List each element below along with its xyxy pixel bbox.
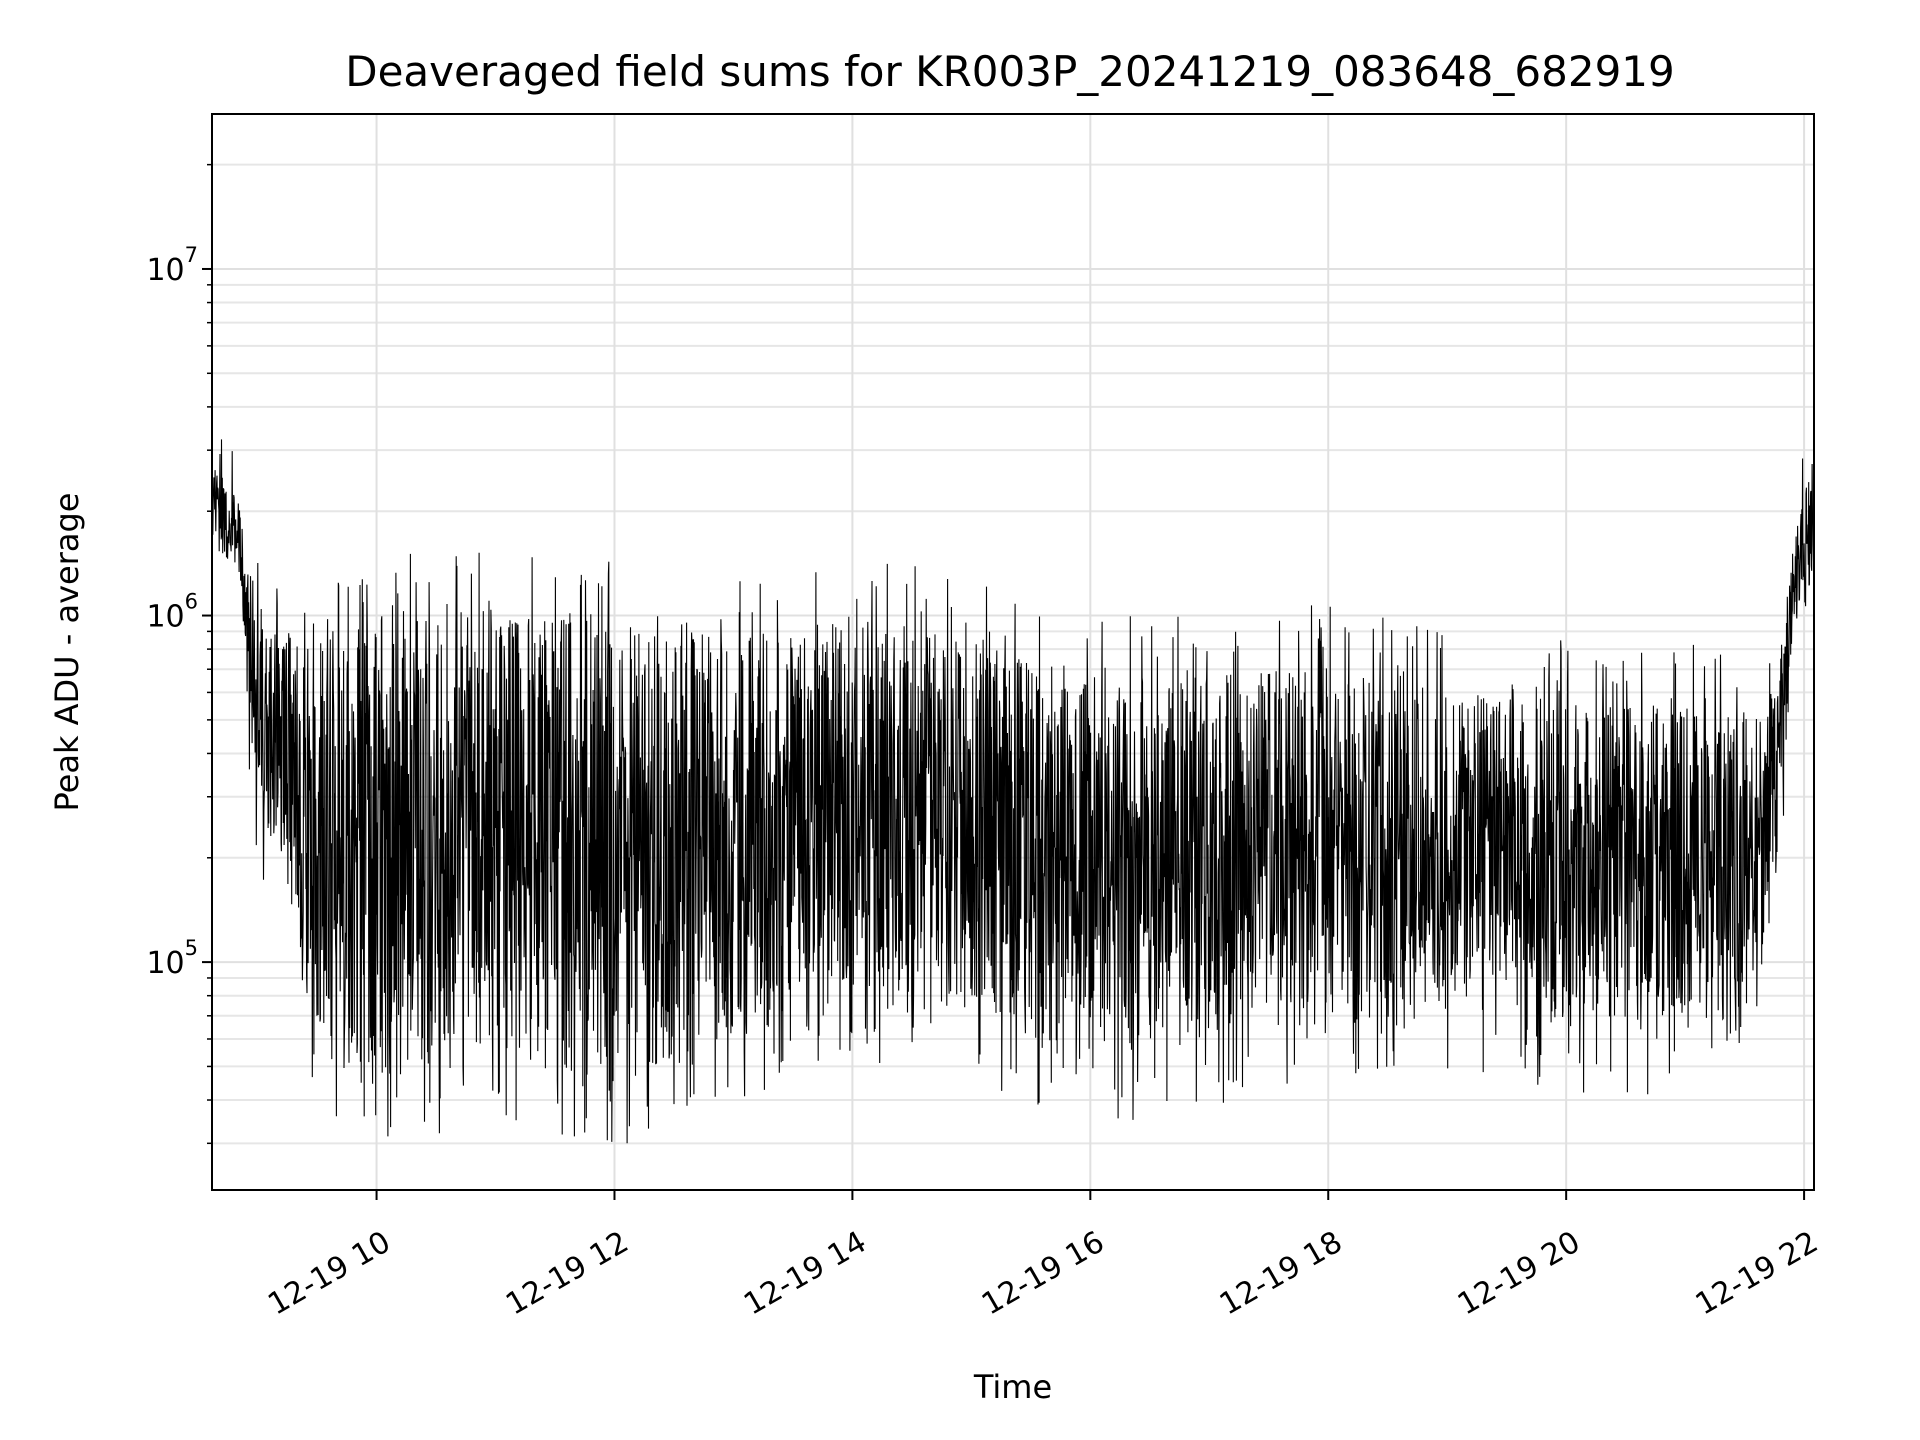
plot-frame xyxy=(211,113,1815,1191)
series-trace xyxy=(211,439,1815,1144)
y-axis-title: Peak ADU - average xyxy=(48,493,86,812)
y-tick-label: 105 xyxy=(146,936,198,981)
y-tick-base: 10 xyxy=(146,253,184,288)
y-tick-exponent: 6 xyxy=(185,590,198,614)
y-tick-label: 107 xyxy=(146,243,198,288)
y-tick-exponent: 7 xyxy=(185,243,198,267)
y-tick-base: 10 xyxy=(146,600,184,635)
y-tick-label: 106 xyxy=(146,590,198,635)
series-line xyxy=(211,439,1815,1144)
x-axis-title: Time xyxy=(973,1368,1052,1406)
y-tick-base: 10 xyxy=(146,946,184,981)
y-tick-exponent: 5 xyxy=(185,936,198,960)
chart-title: Deaveraged field sums for KR003P_2024121… xyxy=(345,47,1675,96)
